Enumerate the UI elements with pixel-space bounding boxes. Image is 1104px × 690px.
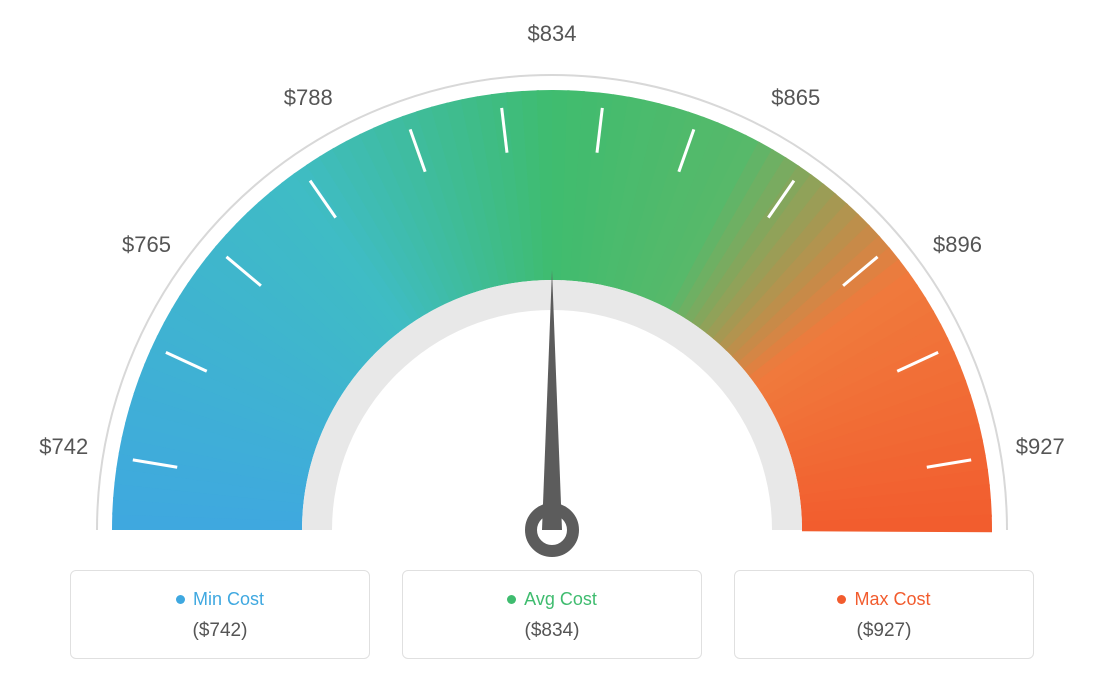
legend-label-min: Min Cost — [193, 589, 264, 610]
legend-label-max: Max Cost — [854, 589, 930, 610]
legend-card-min: Min Cost ($742) — [70, 570, 370, 659]
gauge-container: $742 $765 $788 $834 $865 $896 $927 — [0, 0, 1104, 560]
legend-value-max: ($927) — [735, 620, 1033, 642]
dot-icon — [837, 595, 846, 604]
dot-icon — [507, 595, 516, 604]
legend-value-avg: ($834) — [403, 620, 701, 642]
gauge-chart: $742 $765 $788 $834 $865 $896 $927 — [0, 0, 1104, 560]
legend-card-max: Max Cost ($927) — [734, 570, 1034, 659]
legend-title-min: Min Cost — [176, 589, 264, 610]
dot-icon — [176, 595, 185, 604]
legend-title-avg: Avg Cost — [507, 589, 597, 610]
legend-title-max: Max Cost — [837, 589, 930, 610]
gauge-label: $927 — [1016, 434, 1065, 459]
gauge-label: $788 — [284, 85, 333, 110]
gauge-label: $834 — [528, 21, 577, 46]
legend-value-min: ($742) — [71, 620, 369, 642]
legend-row: Min Cost ($742) Avg Cost ($834) Max Cost ($92… — [0, 570, 1104, 659]
legend-label-avg: Avg Cost — [524, 589, 597, 610]
gauge-label: $896 — [933, 232, 982, 257]
legend-card-avg: Avg Cost ($834) — [402, 570, 702, 659]
gauge-label: $765 — [122, 232, 171, 257]
gauge-label: $742 — [39, 434, 88, 459]
gauge-label: $865 — [771, 85, 820, 110]
